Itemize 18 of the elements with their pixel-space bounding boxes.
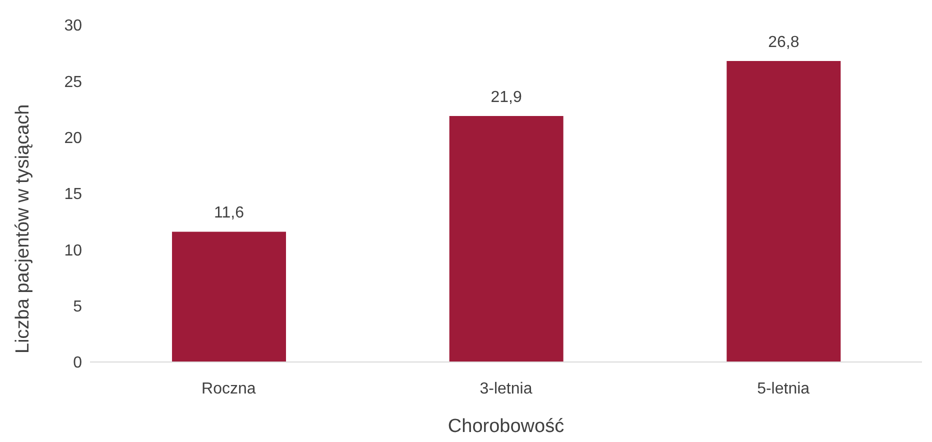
data-label: 21,9 (490, 88, 522, 106)
y-tick-label: 15 (64, 186, 82, 204)
x-axis-title: Chorobowość (448, 416, 564, 437)
data-label: 11,6 (214, 204, 244, 222)
bar (726, 60, 841, 362)
data-label: 26,8 (768, 34, 800, 51)
y-tick-label: 20 (64, 130, 82, 148)
x-tick-label: 5-letnia (757, 380, 810, 398)
y-tick-label: 30 (64, 18, 82, 35)
y-tick-label: 10 (64, 242, 82, 260)
y-tick-label: 0 (73, 354, 82, 372)
x-tick-label: Roczna (202, 380, 256, 398)
y-tick-label: 25 (64, 74, 82, 91)
bar (449, 116, 564, 362)
y-axis-title: Liczba pacjentów w tysiącach (12, 104, 34, 354)
y-tick-label: 5 (73, 298, 82, 316)
x-tick-label: 3-letnia (480, 380, 532, 398)
bar (172, 232, 286, 362)
